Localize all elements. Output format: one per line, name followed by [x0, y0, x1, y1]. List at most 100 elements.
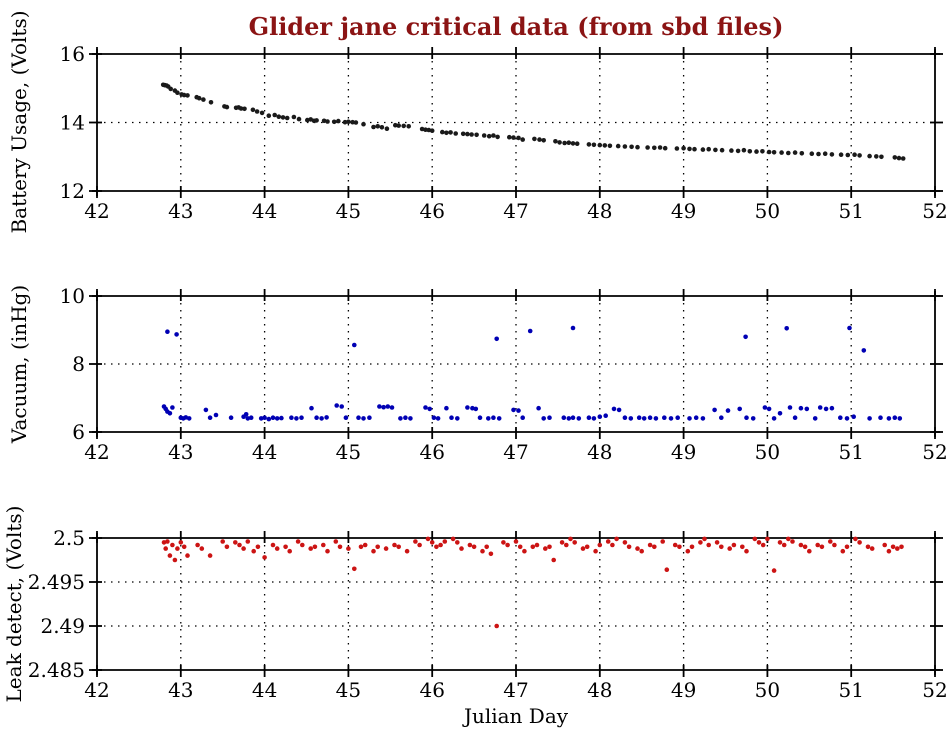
leak-data-point	[337, 544, 343, 550]
leak-data-point	[513, 539, 519, 544]
vacuum-data-point	[389, 405, 395, 410]
battery-data-point	[591, 142, 597, 148]
vacuum-data-point	[892, 415, 898, 421]
vacuum-data-point	[668, 416, 674, 421]
leak-data-point	[714, 540, 720, 545]
leak-data-point	[352, 566, 357, 572]
leak-data-point	[224, 544, 230, 550]
leak-data-point	[568, 536, 573, 542]
battery-data-point	[272, 112, 278, 118]
battery-data-point	[622, 144, 628, 149]
leak-points	[161, 536, 904, 629]
leak-data-point	[584, 544, 590, 550]
x-tick-label: 42	[84, 678, 109, 702]
vacuum-data-point	[186, 416, 192, 421]
vacuum-data-point	[744, 415, 749, 421]
battery-data-point	[779, 150, 784, 155]
x-tick-label: 42	[84, 199, 109, 223]
battery-data-point	[845, 152, 851, 158]
vacuum-data-point	[737, 406, 742, 412]
vacuum-data-point	[622, 415, 628, 421]
vacuum-data-point	[455, 416, 460, 421]
vacuum-data-point	[838, 415, 843, 421]
leak-data-point	[698, 540, 703, 545]
vacuum-data-point	[339, 404, 345, 409]
leak-data-point	[300, 542, 305, 548]
leak-data-point	[890, 544, 896, 550]
battery-data-point	[350, 119, 355, 125]
vacuum-data-point	[547, 415, 552, 421]
battery-data-point	[224, 104, 230, 110]
leak-data-point	[308, 546, 314, 551]
vacuum-data-point	[766, 406, 772, 412]
vacuum-data-point	[511, 407, 516, 413]
leak-data-point	[165, 539, 170, 544]
leak-data-point	[781, 542, 787, 548]
battery-data-point	[652, 145, 657, 151]
battery-data-point	[429, 128, 435, 133]
leak-data-point	[534, 542, 540, 548]
battery-data-point	[196, 95, 202, 101]
leak-data-point	[530, 544, 536, 550]
vacuum-data-point	[444, 405, 449, 411]
leak-data-point	[170, 542, 175, 548]
leak-data-point	[865, 544, 871, 550]
vacuum-data-point	[213, 412, 219, 418]
vacuum-data-point	[611, 406, 617, 412]
x-tick-label: 52	[922, 440, 947, 464]
leak-data-point	[786, 536, 791, 542]
battery-data-point	[238, 106, 244, 111]
battery-data-point	[375, 124, 381, 129]
vacuum-data-point	[693, 415, 699, 421]
leak-data-point	[233, 540, 238, 545]
leak-data-point	[798, 542, 804, 548]
leak-y-axis-label: Leak detect, (Volts)	[2, 505, 26, 703]
battery-data-point	[537, 137, 542, 142]
vacuum-data-point	[520, 415, 525, 421]
battery-data-point	[586, 142, 592, 147]
leak-data-point	[494, 623, 500, 629]
battery-data-point	[900, 156, 906, 161]
vacuum-data-point	[334, 403, 340, 408]
vacuum-points	[161, 325, 903, 422]
battery-data-point	[629, 144, 634, 150]
vacuum-data-point	[516, 408, 521, 413]
battery-data-point	[657, 145, 663, 150]
leak-data-point	[175, 546, 180, 551]
vacuum-data-point	[496, 416, 502, 421]
battery-data-point	[766, 149, 772, 155]
leak-data-point	[392, 542, 397, 548]
vacuum-data-point	[844, 416, 850, 421]
vacuum-data-point	[494, 336, 500, 342]
vacuum-data-point	[356, 415, 361, 421]
vacuum-data-point	[207, 415, 213, 421]
vacuum-data-point	[792, 415, 798, 421]
x-tick-label: 46	[419, 440, 444, 464]
leak-data-point	[660, 539, 665, 544]
leak-data-point	[333, 539, 339, 544]
battery-data-point	[570, 141, 576, 146]
battery-data-point	[491, 133, 496, 138]
y-tick-label: 2.49	[40, 614, 85, 638]
leak-data-point	[740, 544, 745, 550]
vacuum-data-point	[817, 405, 823, 410]
y-tick-label: 2.5	[53, 526, 85, 550]
vacuum-data-point	[294, 416, 299, 421]
battery-plot: 42 43 44 45 46 47 48 49 50 51 52 12 14 16	[60, 42, 948, 223]
vacuum-data-point	[762, 405, 768, 410]
battery-data-point	[754, 149, 759, 154]
leak-data-point	[610, 542, 615, 548]
x-tick-label: 42	[84, 440, 109, 464]
vacuum-data-point	[449, 415, 454, 421]
battery-data-point	[406, 124, 412, 129]
battery-data-point	[687, 146, 692, 152]
battery-data-point	[607, 143, 613, 149]
battery-data-point	[553, 139, 558, 144]
vacuum-data-point	[491, 415, 496, 421]
leak-data-point	[207, 553, 213, 558]
leak-data-point	[283, 544, 288, 550]
battery-data-point	[481, 133, 487, 138]
leak-data-point	[484, 544, 490, 550]
battery-data-point	[829, 152, 835, 157]
leak-data-point	[597, 542, 603, 548]
